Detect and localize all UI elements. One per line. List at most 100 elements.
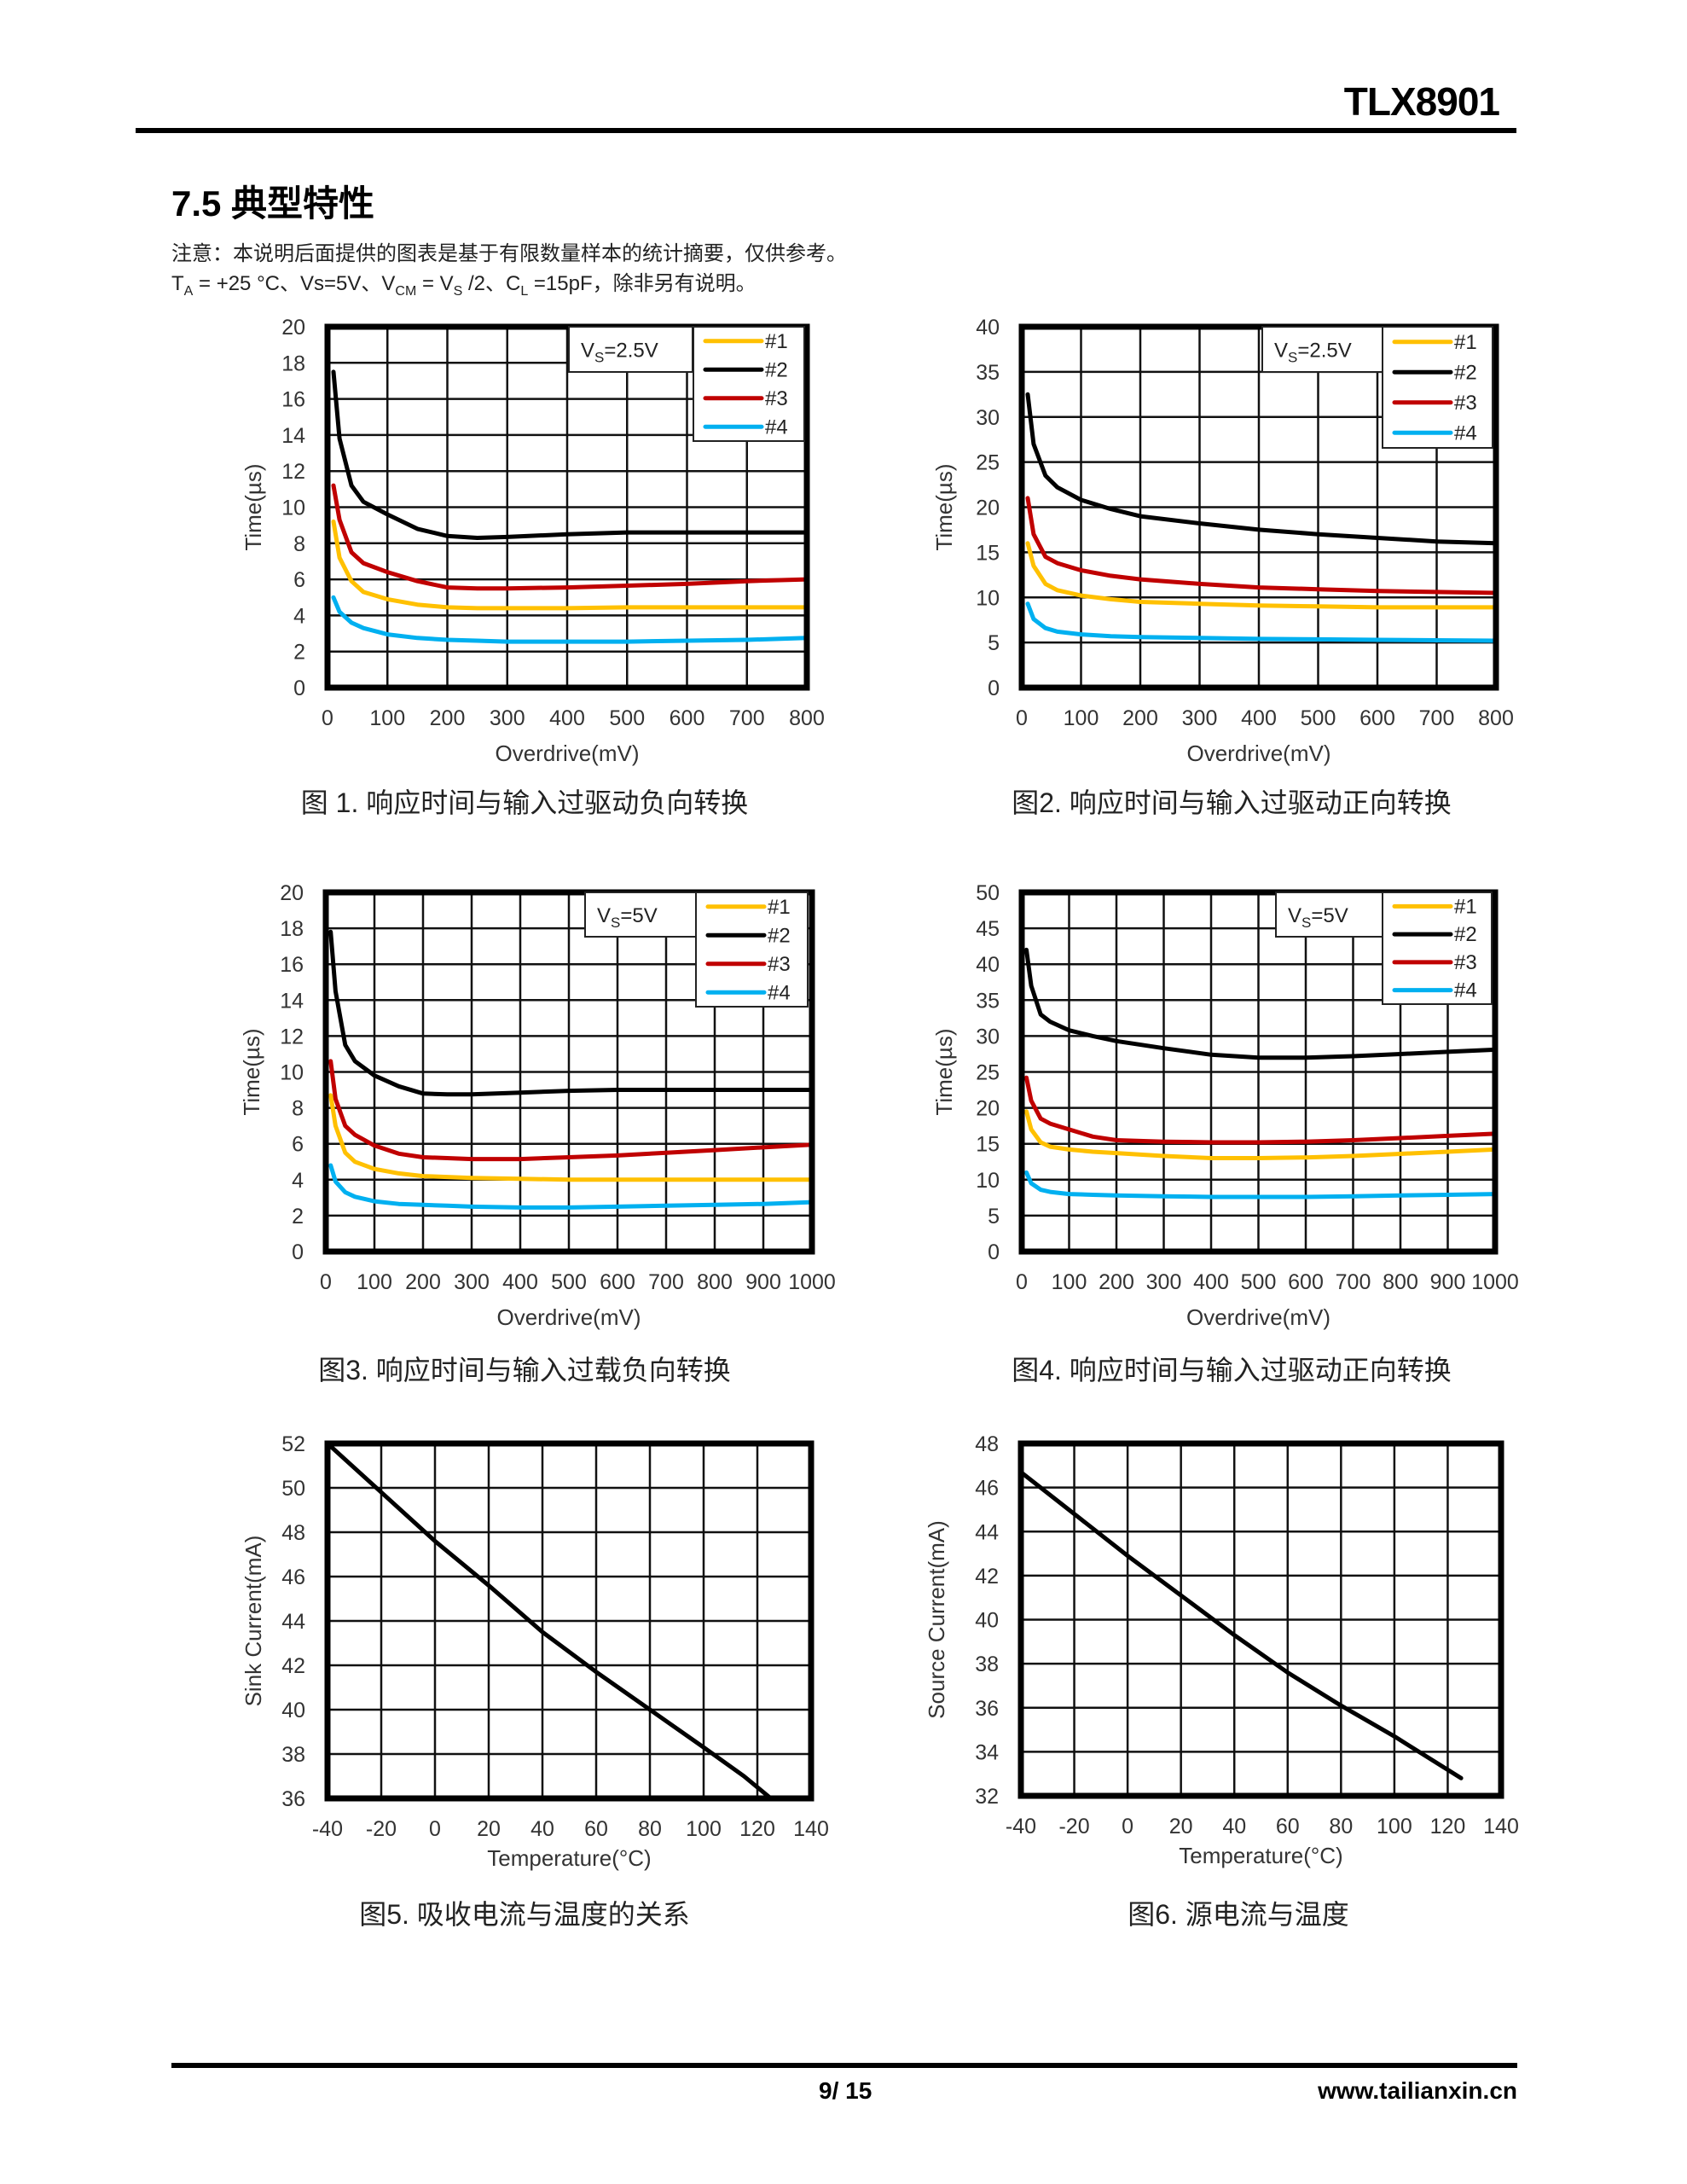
y-tick-label: 30 — [976, 1025, 1000, 1048]
series-line-3 — [331, 483, 807, 591]
y-tick-label: 2 — [292, 1205, 304, 1228]
y-tick-label: 46 — [975, 1477, 999, 1501]
x-tick-label: 800 — [697, 1270, 733, 1294]
y-tick-label: 0 — [988, 677, 1000, 700]
y-tick-label: 36 — [281, 1787, 305, 1811]
x-tick-label: 100 — [686, 1817, 722, 1841]
plot-frame — [1018, 323, 1499, 691]
vs-annotation: VS=2.5V — [581, 340, 658, 366]
y-tick-label: 50 — [281, 1477, 305, 1501]
y-tick-label: 44 — [281, 1610, 305, 1634]
x-tick-label: 600 — [1288, 1270, 1324, 1294]
x-tick-label: 60 — [584, 1817, 608, 1841]
y-tick-label: 4 — [292, 1169, 304, 1193]
y-tick-label: 12 — [280, 1025, 304, 1048]
chart-6: -40 -20 0 20 40 60 80 100 120 140 32 34 36 38 40 42 44 46… — [924, 1432, 1519, 1868]
series-line-1 — [328, 1443, 774, 1798]
series-line-1 — [1024, 1109, 1495, 1160]
annotation-main: V — [1288, 904, 1301, 927]
chart-5: -40 -20 0 20 40 60 80 100 120 140 36 38 40 42 44 46 48 50… — [241, 1432, 829, 1871]
vs-annotation: VS=5V — [1288, 904, 1348, 931]
legend-label-2: #2 — [768, 924, 791, 947]
y-tick-label: 34 — [975, 1740, 999, 1764]
y-tick-label: 0 — [293, 677, 305, 700]
y-tick-label: 44 — [975, 1520, 999, 1544]
annotation-sub: S — [611, 915, 620, 931]
x-tick-label: 600 — [600, 1270, 635, 1294]
x-tick-label: 200 — [1122, 706, 1158, 730]
document-title: TLX8901 — [1343, 79, 1500, 124]
x-tick-label: 140 — [1483, 1815, 1519, 1838]
x-tick-label: 600 — [1359, 706, 1395, 730]
y-axis-title: Time(µs) — [241, 463, 266, 550]
y-tick-label: 0 — [988, 1240, 1000, 1264]
annotation-rest: =2.5V — [604, 340, 658, 363]
x-tick-label: 200 — [1099, 1270, 1134, 1294]
y-tick-label: 25 — [976, 1061, 1000, 1085]
series-line-2 — [328, 929, 812, 1097]
y-tick-label: 5 — [988, 631, 1000, 655]
x-tick-label: -20 — [1058, 1815, 1089, 1838]
y-tick-label: 20 — [976, 497, 1000, 520]
y-axis-title: Source Current(mA) — [924, 1520, 949, 1719]
x-tick-label: 20 — [1169, 1815, 1193, 1838]
y-tick-label: 14 — [280, 989, 304, 1013]
y-tick-label: 40 — [281, 1699, 305, 1722]
legend-label-1: #1 — [765, 330, 788, 353]
x-tick-label: 100 — [1377, 1815, 1412, 1838]
x-tick-label: 800 — [1383, 1270, 1418, 1294]
y-tick-label: 42 — [975, 1565, 999, 1589]
x-tick-label: 700 — [1419, 706, 1455, 730]
y-tick-label: 48 — [281, 1521, 305, 1545]
y-tick-label: 10 — [976, 586, 1000, 610]
annotation-sub: S — [594, 350, 604, 366]
legend-box — [1382, 892, 1493, 1005]
x-axis-title: Temperature(°C) — [1179, 1843, 1342, 1868]
x-tick-label: 120 — [1430, 1815, 1466, 1838]
series-line-1 — [328, 1093, 812, 1182]
x-tick-label: 800 — [1478, 706, 1514, 730]
page-number: 9/ 15 — [819, 2077, 872, 2104]
y-tick-label: 36 — [975, 1697, 999, 1721]
series-line-1 — [331, 519, 807, 611]
x-tick-label: 40 — [1222, 1815, 1246, 1838]
conditions-part: /2、C — [462, 272, 521, 295]
website-url: www.tailianxin.cn — [1318, 2077, 1517, 2104]
x-tick-label: 600 — [670, 706, 705, 730]
x-tick-label: 800 — [789, 706, 825, 730]
y-tick-label: 40 — [976, 316, 1000, 340]
x-tick-label: 0 — [320, 1270, 332, 1294]
x-tick-label: 1000 — [1471, 1270, 1519, 1294]
x-tick-label: 500 — [1241, 1270, 1277, 1294]
y-tick-label: 38 — [975, 1653, 999, 1676]
y-tick-label: 8 — [292, 1097, 304, 1121]
chart-3: 0 100 200 300 400 500 600 700 800 900 1000 0 2 4 6 8 10 1… — [239, 881, 836, 1330]
x-tick-label: 300 — [490, 706, 525, 730]
plot-frame — [322, 889, 815, 1255]
legend-label-4: #4 — [768, 981, 791, 1004]
x-tick-label: -40 — [1006, 1815, 1036, 1838]
y-tick-label: 25 — [976, 451, 1000, 475]
chart-1: 0 100 200 300 400 500 600 700 800 0 2 4 6 8 10 12 14 16 18… — [241, 316, 825, 766]
chart-4: 0 100 200 300 400 500 600 700 800 900 1000 0 5 10 15 20… — [931, 881, 1519, 1330]
y-tick-label: 12 — [281, 460, 305, 484]
x-tick-label: 500 — [551, 1270, 587, 1294]
annotation-rest: =2.5V — [1297, 340, 1351, 363]
x-tick-label: 40 — [530, 1817, 554, 1841]
y-tick-label: 48 — [975, 1432, 999, 1456]
figure-caption-3: 图3. 响应时间与输入过载负向转换 — [318, 1355, 731, 1385]
series-line-3 — [328, 1059, 812, 1162]
annotation-rest: =5V — [1311, 904, 1348, 927]
y-tick-label: 14 — [281, 424, 305, 448]
vs-annotation-box — [1275, 892, 1383, 938]
x-tick-label: 100 — [1064, 706, 1099, 730]
x-tick-label: 200 — [430, 706, 466, 730]
x-tick-label: 400 — [502, 1270, 538, 1294]
y-tick-label: 18 — [280, 917, 304, 941]
annotation-sub: S — [1301, 915, 1311, 931]
y-tick-label: 5 — [988, 1205, 1000, 1228]
y-tick-label: 42 — [281, 1654, 305, 1678]
legend-label-1: #1 — [1454, 331, 1477, 354]
x-tick-label: 300 — [1146, 1270, 1182, 1294]
